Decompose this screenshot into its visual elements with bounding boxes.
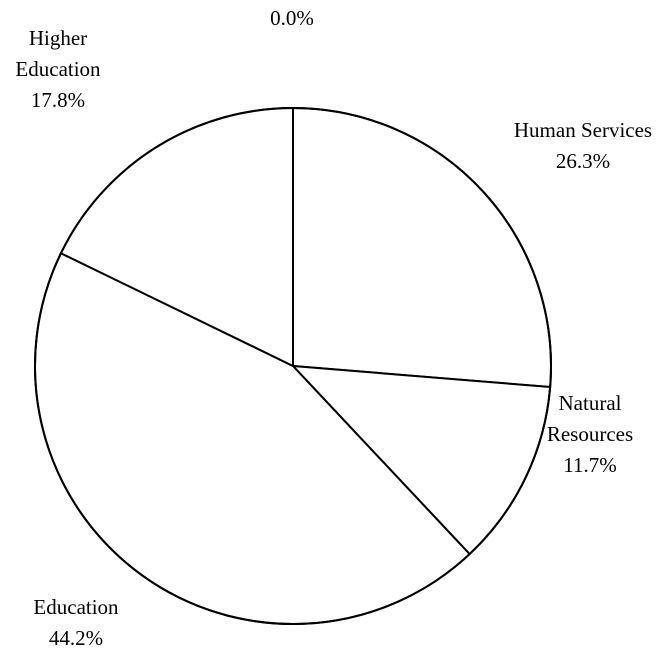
- slice-name-label: Higher: [29, 26, 87, 50]
- pie-labels: Human Services 26.3% Natural Resources 11.7%…: [15, 0, 652, 650]
- slice-value-label: 26.3%: [556, 149, 610, 173]
- slice-name-label: Education: [33, 595, 119, 619]
- slice-name-label: Resources: [547, 422, 633, 446]
- slice-label: Human Services 26.3%: [514, 118, 652, 173]
- slice-value-label: 44.2%: [49, 626, 103, 650]
- slice-label: GovernmentalOperations0.0%: [232, 0, 352, 30]
- pie-slices: [34, 106, 552, 625]
- slice-label: Natural Resources 11.7%: [547, 391, 633, 477]
- slice-value-label: 0.0%: [270, 6, 314, 30]
- pie-outline: [34, 107, 552, 625]
- slice-name-label: Natural: [559, 391, 622, 415]
- pie-slice: [292, 106, 552, 389]
- slice-value-label: 17.8%: [31, 88, 85, 112]
- slice-name-label: Human Services: [514, 118, 652, 142]
- slice-value-label: 11.7%: [563, 453, 616, 477]
- slice-label: Education 44.2%: [33, 595, 119, 650]
- slice-label: Higher Education 17.8%: [15, 26, 101, 112]
- slice-name-label: Education: [15, 57, 101, 81]
